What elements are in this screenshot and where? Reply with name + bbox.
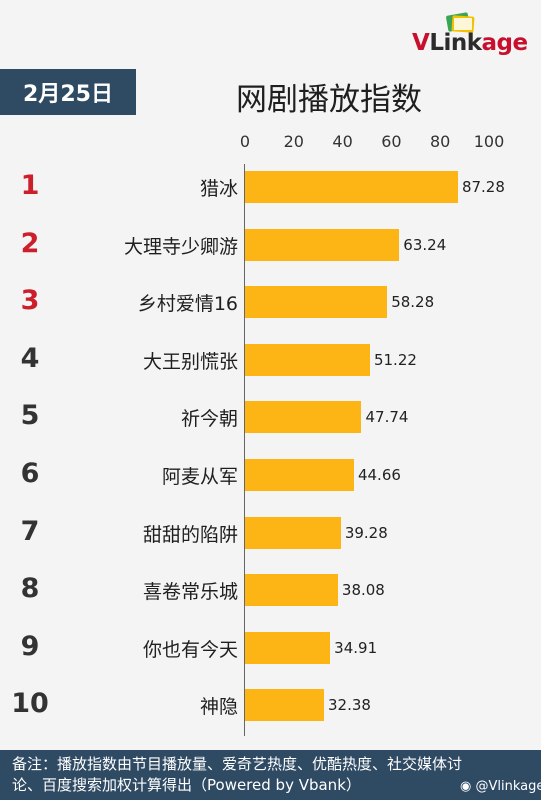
footer-note: 备注：播放指数由节目播放量、爱奇艺热度、优酷热度、社交媒体讨 论、百度搜索加权计… bbox=[0, 750, 541, 800]
category-label: 甜甜的陷阱 bbox=[142, 523, 238, 546]
rank-number: 6 bbox=[20, 458, 40, 489]
value-label: 51.22 bbox=[373, 350, 417, 369]
x-tick-label: 80 bbox=[430, 132, 451, 151]
category-label: 猎冰 bbox=[199, 178, 238, 200]
value-label: 47.74 bbox=[365, 408, 409, 427]
category-label: 阿麦从军 bbox=[161, 466, 238, 488]
value-label: 44.66 bbox=[357, 466, 401, 484]
x-tick-label: 100 bbox=[473, 132, 505, 151]
category-label: 祈今朝 bbox=[180, 408, 238, 431]
footer-line-1: 备注：播放指数由节目播放量、爱奇艺热度、优酷热度、社交媒体讨 bbox=[12, 755, 463, 773]
bar bbox=[245, 631, 331, 664]
category-label: 大王别慌张 bbox=[142, 350, 238, 373]
rank-number: 4 bbox=[20, 342, 40, 374]
x-tick-label: 20 bbox=[283, 132, 304, 151]
x-tick-label: 60 bbox=[381, 132, 402, 151]
rank-number: 8 bbox=[20, 573, 40, 605]
bar bbox=[245, 171, 458, 203]
watermark-text: @Vlinkage bbox=[475, 779, 541, 794]
value-label: 58.28 bbox=[391, 293, 435, 312]
rank-number: 7 bbox=[20, 515, 40, 547]
weibo-icon: ◉ bbox=[460, 779, 472, 794]
category-label: 你也有今天 bbox=[142, 638, 238, 661]
bar bbox=[245, 574, 338, 607]
value-label: 38.08 bbox=[341, 581, 385, 600]
bar bbox=[245, 343, 370, 376]
category-label: 大理寺少卿游 bbox=[123, 235, 238, 258]
bar bbox=[245, 516, 341, 549]
vlinkage-logo: VLinkage bbox=[412, 8, 538, 60]
rank-number: 1 bbox=[20, 170, 40, 201]
category-label: 神隐 bbox=[199, 696, 238, 719]
bar bbox=[245, 459, 354, 491]
logo-cards-icon bbox=[446, 12, 475, 33]
x-tick-label: 0 bbox=[239, 132, 251, 151]
value-label: 32.38 bbox=[328, 696, 371, 715]
category-label: 乡村爱情16 bbox=[137, 293, 238, 316]
weibo-watermark: ◉ @Vlinkage bbox=[460, 779, 541, 794]
bar bbox=[245, 228, 400, 261]
chart-title: 网剧播放指数 bbox=[236, 82, 422, 118]
category-label: 喜卷常乐城 bbox=[142, 581, 238, 604]
value-label: 34.91 bbox=[334, 638, 378, 657]
y-axis-line bbox=[244, 164, 245, 736]
bar bbox=[245, 689, 324, 722]
rank-number: 2 bbox=[20, 227, 40, 259]
value-label: 39.28 bbox=[344, 523, 388, 542]
footer-line-2: 论、百度搜索加权计算得出（Powered by Vbank） bbox=[12, 776, 361, 794]
x-tick-label: 40 bbox=[332, 132, 353, 151]
logo-text: VLinkage bbox=[412, 30, 528, 56]
value-label: 63.24 bbox=[403, 235, 447, 254]
rank-number: 3 bbox=[20, 285, 40, 317]
rank-number: 10 bbox=[11, 688, 49, 720]
bar bbox=[245, 286, 388, 319]
rank-number: 9 bbox=[20, 630, 40, 662]
date-badge: 2月25日 bbox=[0, 69, 136, 115]
rank-number: 5 bbox=[20, 400, 40, 432]
bar bbox=[245, 401, 362, 434]
value-label: 87.28 bbox=[461, 178, 505, 196]
